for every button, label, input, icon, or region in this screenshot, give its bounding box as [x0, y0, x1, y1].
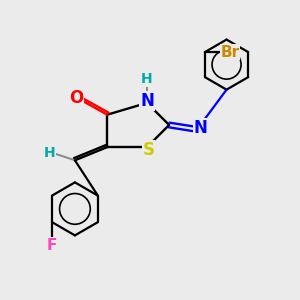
Text: F: F [47, 238, 57, 253]
Text: N: N [140, 92, 154, 110]
Text: O: O [69, 89, 83, 107]
Text: S: S [142, 141, 154, 159]
Text: H: H [141, 72, 153, 86]
Text: H: H [44, 146, 56, 160]
Text: Br: Br [220, 45, 239, 60]
Text: N: N [194, 119, 208, 137]
